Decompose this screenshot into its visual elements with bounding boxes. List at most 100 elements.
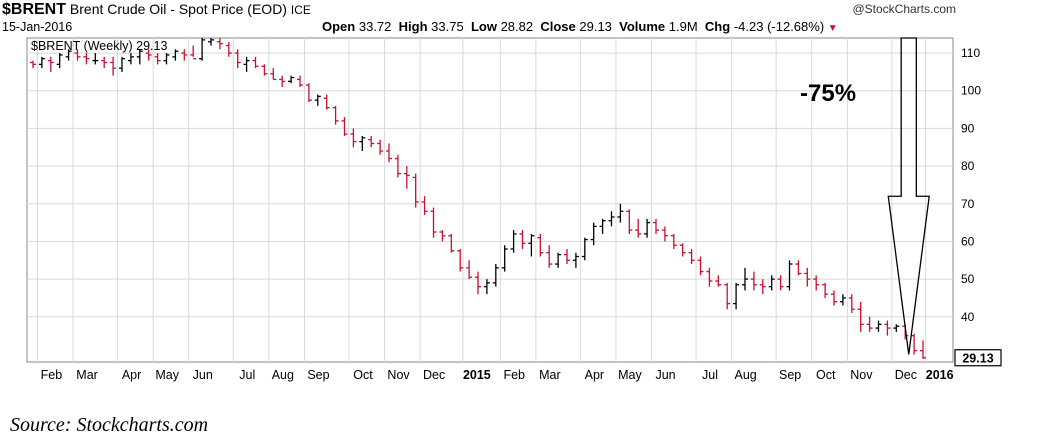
- x-tick-label: Sep: [779, 368, 801, 382]
- ohlc-bar: [688, 248, 695, 265]
- x-tick-label: Feb: [41, 368, 63, 382]
- ohlc-bar: [537, 233, 544, 257]
- ohlc-bar: [350, 128, 357, 148]
- ohlc-bar: [920, 340, 926, 359]
- ohlc-bar: [199, 38, 206, 61]
- down-arrow-icon: [887, 37, 930, 355]
- instrument-title: Brent Crude Oil - Spot Price (EOD): [69, 1, 287, 17]
- ohlc-bar: [74, 49, 81, 61]
- ohlc-bar: [216, 38, 223, 50]
- x-tick-label: Mar: [539, 368, 561, 382]
- volume-label: Volume: [619, 19, 666, 34]
- ohlc-bar: [893, 324, 900, 332]
- ohlc-bar: [261, 64, 268, 76]
- ohlc-bar: [190, 45, 197, 60]
- y-tick-label: 100: [961, 84, 981, 98]
- last-value-box: [954, 349, 1002, 367]
- ohlc-bar: [475, 271, 481, 295]
- ohlc-bar: [492, 264, 499, 287]
- ohlc-bar: [65, 49, 72, 61]
- ohlc-bar: [483, 279, 490, 295]
- ohlc-bar: [804, 267, 811, 287]
- ohlc-bar: [777, 275, 784, 291]
- ohlc-bar: [47, 56, 54, 72]
- ohlc-bar: [279, 75, 286, 87]
- ohlc-bar: [136, 49, 143, 65]
- ohlc-bar: [572, 252, 579, 268]
- ohlc-bar: [181, 49, 188, 61]
- x-tick-label: Jun: [193, 368, 213, 382]
- ohlc-bar: [119, 56, 125, 72]
- ohlc-bar: [768, 275, 775, 291]
- price-chart: 40 50 60 70 80 90 100 110 Feb Mar Apr May Jun Jul Aug S…: [26, 37, 1002, 382]
- ohlc-bar: [234, 49, 241, 69]
- ohlc-bar: [813, 275, 820, 291]
- ohlc-bar: [599, 218, 606, 234]
- ohlc-bar: [394, 154, 401, 178]
- ohlc-bar: [644, 218, 651, 238]
- ohlc-bar: [439, 230, 446, 242]
- y-tick-label: 90: [961, 121, 975, 135]
- ohlc-bar: [412, 173, 419, 208]
- ohlc-bar: [546, 245, 553, 268]
- ohlc-bar: [555, 252, 562, 268]
- ohlc-bar: [154, 53, 161, 65]
- open-label: Open: [322, 19, 356, 34]
- ohlc-bar: [270, 68, 277, 81]
- series-label: $BRENT (Weekly) 29.13: [31, 39, 167, 53]
- close-value: 29.13: [579, 19, 612, 34]
- x-tick-label: May: [155, 368, 179, 382]
- y-tick-label: 50: [961, 272, 975, 286]
- ohlc-bar: [172, 49, 179, 61]
- ohlc-bar: [377, 139, 384, 155]
- ohlc-bar: [30, 60, 36, 69]
- ohlc-bar: [635, 218, 642, 238]
- ohlc-summary: Open 33.72 High 33.75 Low 28.82 Close 29…: [322, 19, 838, 34]
- source-caption: Source: Stockcharts.com: [10, 414, 209, 436]
- ohlc-bar: [56, 53, 63, 69]
- x-tick-label: Feb: [503, 368, 525, 382]
- chg-label: Chg: [704, 19, 731, 34]
- ohlc-bar: [679, 243, 686, 257]
- x-tick-label: 2015: [463, 368, 491, 382]
- high-label: High: [398, 19, 428, 34]
- volume-value: 1.9M: [668, 19, 698, 34]
- x-tick-label: Sep: [307, 368, 329, 382]
- high-value: 33.75: [431, 19, 464, 34]
- ohlc-bar: [564, 248, 570, 265]
- ohlc-bar: [884, 320, 891, 336]
- ohlc-bar: [831, 290, 837, 306]
- ohlc-bar: [706, 267, 713, 287]
- ohlc-bar: [466, 260, 473, 280]
- ohlc-bar: [297, 75, 303, 87]
- ohlc-bar: [875, 320, 882, 332]
- x-tick-label: Dec: [895, 368, 917, 382]
- ohlc-bar: [457, 248, 464, 272]
- ohlc-bar: [38, 56, 45, 69]
- ohlc-bar: [430, 207, 437, 238]
- x-tick-label: Oct: [353, 368, 373, 382]
- ohlc-bar: [715, 275, 722, 287]
- ohlc-bar: [510, 230, 517, 253]
- ohlc-bar: [359, 135, 366, 152]
- chg-value: -4.23 (-12.68%): [733, 19, 825, 34]
- down-triangle-icon: ▼: [827, 23, 838, 34]
- chart-header: $BRENT Brent Crude Oil - Spot Price (EOD…: [2, 1, 311, 19]
- ohlc-bar: [617, 203, 624, 223]
- x-tick-label: Mar: [76, 368, 98, 382]
- ohlc-bar: [697, 256, 704, 276]
- ohlc-bar: [822, 282, 829, 298]
- x-tick-label: Apr: [122, 368, 141, 382]
- ohlc-bar: [742, 267, 748, 291]
- x-tick-label: Jul: [702, 368, 718, 382]
- open-value: 33.72: [358, 19, 392, 34]
- x-tick-label: Oct: [816, 368, 836, 382]
- low-value: 28.82: [500, 19, 534, 34]
- ohlc-bar: [653, 218, 659, 234]
- ohlc-bar: [127, 53, 134, 65]
- ohlc-bar: [839, 294, 846, 306]
- ohlc-bar: [403, 166, 410, 189]
- ohlc-bar: [661, 226, 668, 242]
- annotation-label: -75%: [800, 80, 856, 107]
- ohlc-bar: [305, 83, 312, 103]
